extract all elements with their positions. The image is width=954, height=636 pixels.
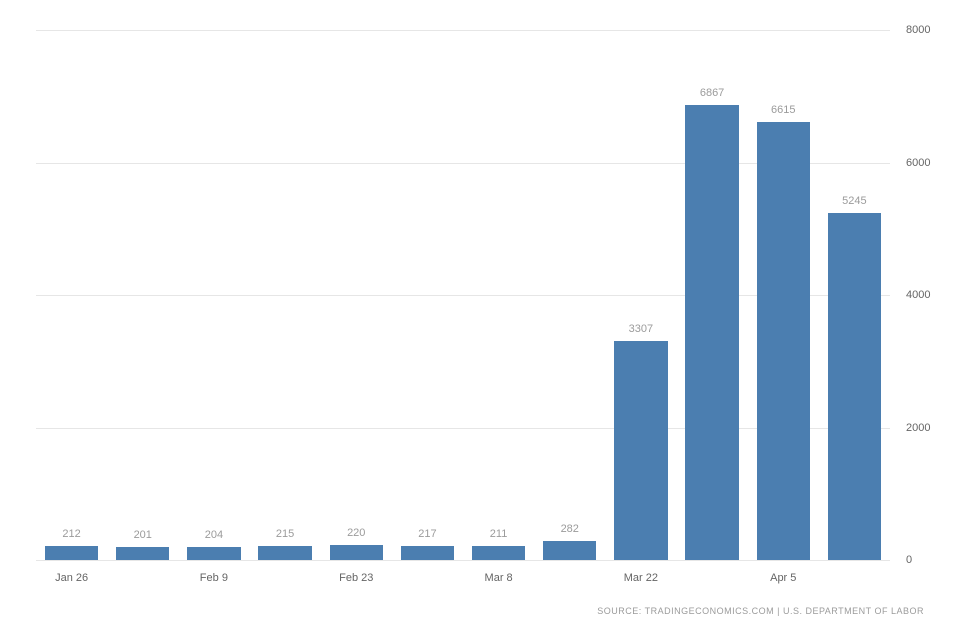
bar: 3307 — [614, 341, 667, 560]
bar-value-label: 6867 — [685, 87, 738, 105]
y-tick-label: 0 — [890, 554, 912, 566]
bar-value-label: 3307 — [614, 323, 667, 341]
bar: 212 — [45, 546, 98, 560]
bar-value-label: 220 — [330, 527, 383, 545]
bar-value-label: 282 — [543, 523, 596, 541]
bars-group: 212 201 204 215 220 217 211 282 3307 6867 6615 5245 — [36, 30, 890, 560]
bar-value-label: 212 — [45, 528, 98, 546]
y-tick-label: 8000 — [890, 24, 930, 36]
source-attribution: SOURCE: TRADINGECONOMICS.COM | U.S. DEPA… — [597, 606, 924, 616]
bar-value-label: 201 — [116, 529, 169, 547]
bar: 201 — [116, 547, 169, 560]
bar: 6867 — [685, 105, 738, 560]
x-tick-label: Mar 22 — [624, 560, 658, 584]
bar-value-label: 211 — [472, 528, 525, 546]
bar: 204 — [187, 547, 240, 561]
bar: 211 — [472, 546, 525, 560]
x-tick-label: Feb 9 — [200, 560, 228, 584]
y-tick-label: 2000 — [890, 422, 930, 434]
y-tick-label: 6000 — [890, 157, 930, 169]
bar: 5245 — [828, 213, 881, 560]
bar-value-label: 5245 — [828, 195, 881, 213]
x-tick-label: Apr 5 — [770, 560, 796, 584]
bar-value-label: 204 — [187, 529, 240, 547]
plot-area: 212 201 204 215 220 217 211 282 3307 6867 6615 5245… — [36, 30, 890, 560]
bar-value-label: 215 — [258, 528, 311, 546]
bar: 220 — [330, 545, 383, 560]
bar-value-label: 6615 — [757, 104, 810, 122]
bar: 215 — [258, 546, 311, 560]
y-tick-label: 4000 — [890, 289, 930, 301]
x-tick-label: Feb 23 — [339, 560, 373, 584]
gridline — [36, 560, 890, 561]
bar: 217 — [401, 546, 454, 560]
bar: 282 — [543, 541, 596, 560]
bar: 6615 — [757, 122, 810, 560]
x-tick-label: Jan 26 — [55, 560, 88, 584]
bar-value-label: 217 — [401, 528, 454, 546]
x-tick-label: Mar 8 — [485, 560, 513, 584]
chart-container: 212 201 204 215 220 217 211 282 3307 6867 6615 5245… — [0, 0, 954, 636]
